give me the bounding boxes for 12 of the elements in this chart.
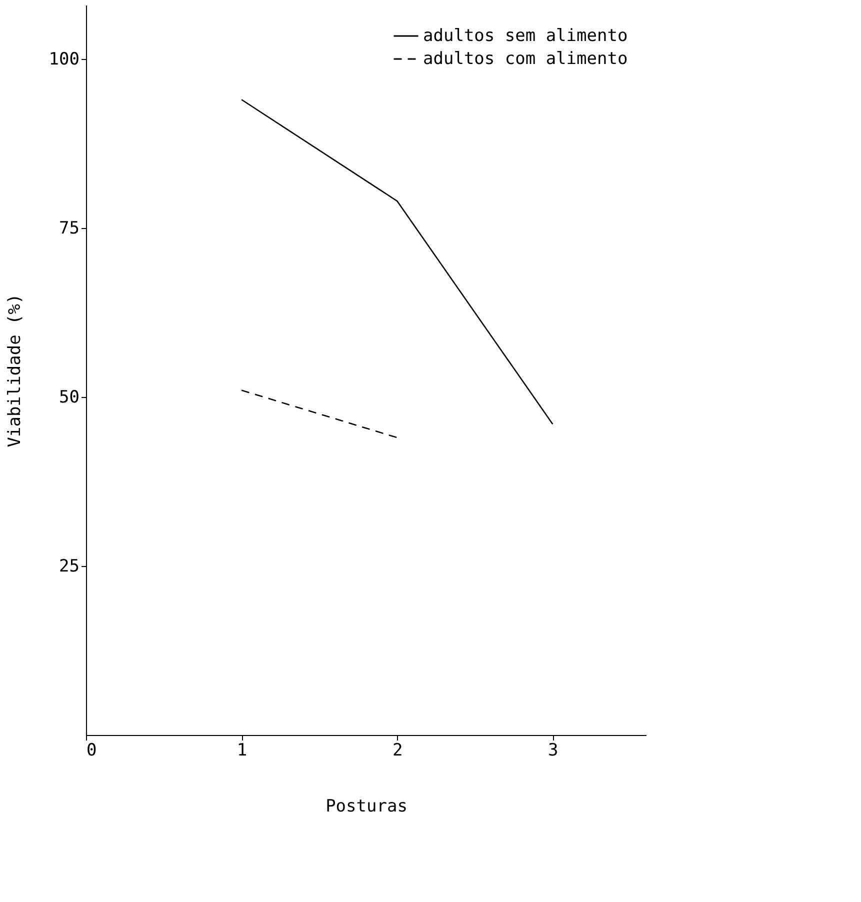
x-tick-label: 2 <box>392 740 403 760</box>
x-tick-label: 0 <box>86 740 97 760</box>
y-tick-label: 25 <box>59 556 80 577</box>
y-tick-label: 75 <box>59 218 80 239</box>
y-tick-label: 100 <box>48 50 80 70</box>
x-tick-label: 1 <box>236 740 248 760</box>
y-tick-label: 50 <box>59 388 80 408</box>
legend-label: adultos sem alimento <box>423 26 628 46</box>
legend-label: adultos com alimento <box>423 49 628 69</box>
y-axis-title: Viabilidade (%) <box>4 294 25 448</box>
x-tick-label: 3 <box>548 740 558 760</box>
x-axis-title: Posturas <box>326 796 408 816</box>
